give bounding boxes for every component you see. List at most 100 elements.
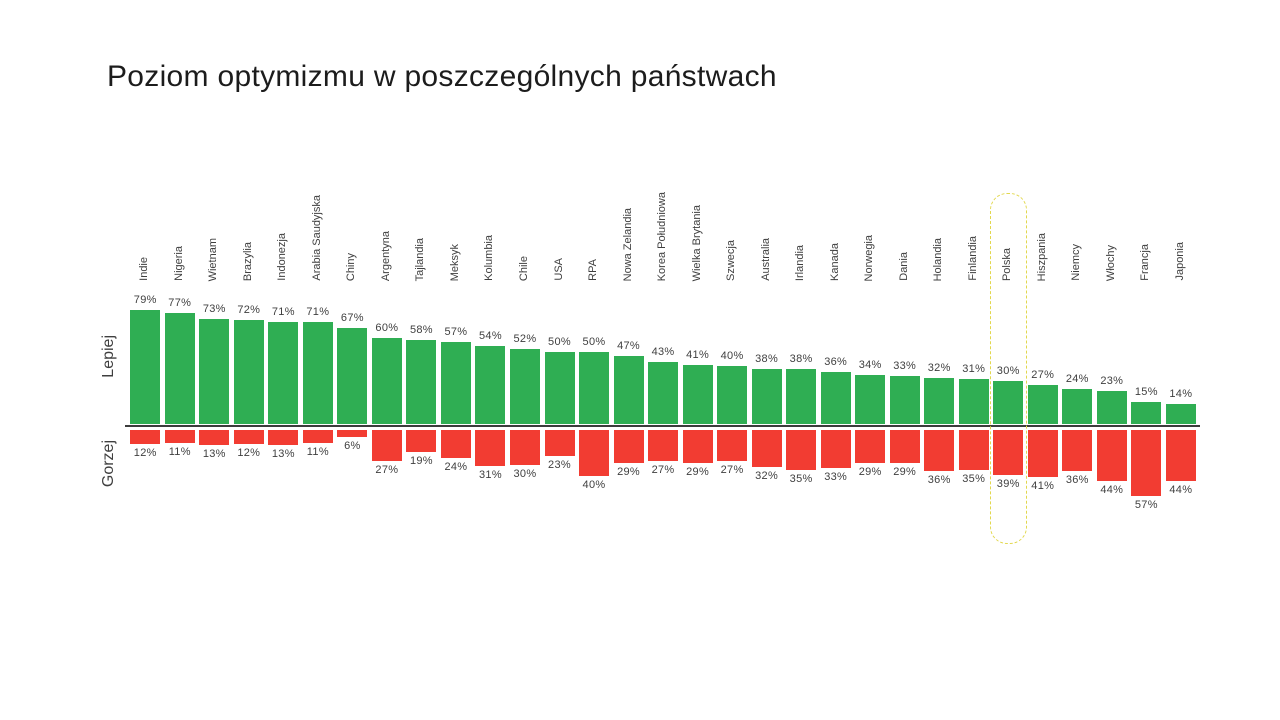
bar-worse	[268, 430, 299, 445]
value-label-worse: 6%	[344, 440, 361, 452]
value-label-worse: 27%	[375, 464, 399, 476]
bar-better	[337, 328, 368, 424]
country-label: Tajlandia	[414, 237, 427, 281]
bar-better	[302, 322, 333, 424]
value-label-better: 72%	[237, 304, 261, 316]
value-label-worse: 32%	[755, 470, 779, 482]
bar-worse	[820, 430, 851, 468]
country-label: Norwegia	[863, 234, 876, 281]
bar-better	[993, 381, 1024, 424]
bar-worse	[1096, 430, 1127, 481]
bar-worse	[924, 430, 955, 471]
bar-better	[682, 365, 713, 424]
value-label-better: 47%	[617, 340, 640, 352]
bar-worse	[371, 430, 402, 461]
value-label-better: 38%	[755, 353, 779, 365]
country-label: Finlandia	[966, 236, 979, 281]
country-label: Francja	[1139, 244, 1152, 281]
country-label: Chile	[517, 255, 530, 281]
country-label: Chiny	[345, 252, 358, 281]
country-label: Indonezja	[276, 233, 289, 281]
value-label-better: 57%	[444, 326, 468, 338]
bar-worse	[786, 430, 817, 470]
value-label-better: 58%	[409, 324, 433, 336]
value-label-better: 40%	[720, 350, 744, 362]
bar-better	[924, 378, 955, 424]
value-label-worse: 33%	[824, 471, 848, 483]
bar-better	[786, 369, 817, 424]
value-label-worse: 11%	[168, 446, 191, 458]
value-label-worse: 12%	[237, 447, 261, 459]
value-label-worse: 35%	[962, 473, 986, 485]
value-label-better: 77%	[168, 297, 192, 309]
bar-worse	[544, 430, 575, 456]
bar-better	[820, 372, 851, 424]
country-label: Włochy	[1104, 244, 1117, 281]
bar-worse	[889, 430, 920, 463]
value-label-worse: 23%	[548, 459, 571, 471]
bar-worse	[648, 430, 679, 461]
bar-worse	[958, 430, 989, 470]
bar-better	[440, 342, 471, 424]
value-label-worse: 57%	[1134, 499, 1158, 511]
bar-better	[751, 369, 782, 424]
value-label-worse: 41%	[1031, 480, 1055, 492]
bar-worse	[199, 430, 230, 445]
bar-better	[199, 319, 230, 424]
country-label: Polska	[1001, 247, 1014, 281]
value-label-better: 36%	[824, 356, 848, 368]
country-label: Dania	[897, 252, 910, 281]
country-label: Holandia	[932, 237, 945, 281]
bar-worse	[509, 430, 540, 465]
value-label-better: 30%	[996, 365, 1020, 377]
value-label-better: 52%	[513, 333, 537, 345]
bar-better	[958, 379, 989, 424]
bar-worse	[1165, 430, 1196, 481]
value-label-better: 67%	[340, 312, 364, 324]
value-label-worse: 44%	[1100, 484, 1124, 496]
value-label-worse: 40%	[582, 479, 606, 491]
country-label: Japonia	[1173, 242, 1186, 281]
bar-better	[233, 320, 264, 424]
bar-worse	[613, 430, 644, 463]
country-label: Argentyna	[379, 230, 392, 281]
bar-better	[1062, 389, 1093, 424]
value-label-worse: 13%	[271, 448, 295, 460]
bar-worse	[682, 430, 713, 463]
bar-worse	[751, 430, 782, 467]
value-label-better: 38%	[789, 353, 813, 365]
bar-worse	[579, 430, 610, 476]
country-label: Brazylia	[241, 241, 254, 281]
value-label-worse: 36%	[927, 474, 951, 486]
value-label-worse: 11%	[306, 446, 329, 458]
bar-worse	[475, 430, 506, 466]
value-label-better: 31%	[962, 363, 986, 375]
value-label-worse: 30%	[513, 468, 537, 480]
bar-worse	[1131, 430, 1162, 496]
bar-better	[130, 310, 161, 424]
country-label: Korea Południowa	[656, 191, 669, 281]
country-label: USA	[552, 258, 565, 281]
value-label-worse: 27%	[651, 464, 675, 476]
country-label: Indie	[138, 257, 151, 281]
bar-better	[717, 366, 748, 424]
value-label-better: 27%	[1031, 369, 1055, 381]
bar-worse	[717, 430, 748, 461]
value-label-worse: 24%	[444, 461, 468, 473]
value-label-worse: 39%	[996, 478, 1020, 490]
value-label-better: 79%	[133, 294, 157, 306]
value-label-better: 15%	[1134, 386, 1158, 398]
value-label-better: 50%	[582, 336, 606, 348]
value-label-better: 71%	[306, 306, 330, 318]
country-label: Kanada	[828, 243, 841, 281]
value-label-worse: 12%	[133, 447, 157, 459]
bar-better	[579, 352, 610, 424]
value-label-worse: 35%	[789, 473, 813, 485]
value-label-worse: 29%	[617, 466, 640, 478]
bar-better	[544, 352, 575, 424]
bar-better	[1027, 385, 1058, 424]
value-label-better: 71%	[271, 306, 295, 318]
country-label: Hiszpania	[1035, 232, 1048, 281]
bar-worse	[337, 430, 368, 437]
